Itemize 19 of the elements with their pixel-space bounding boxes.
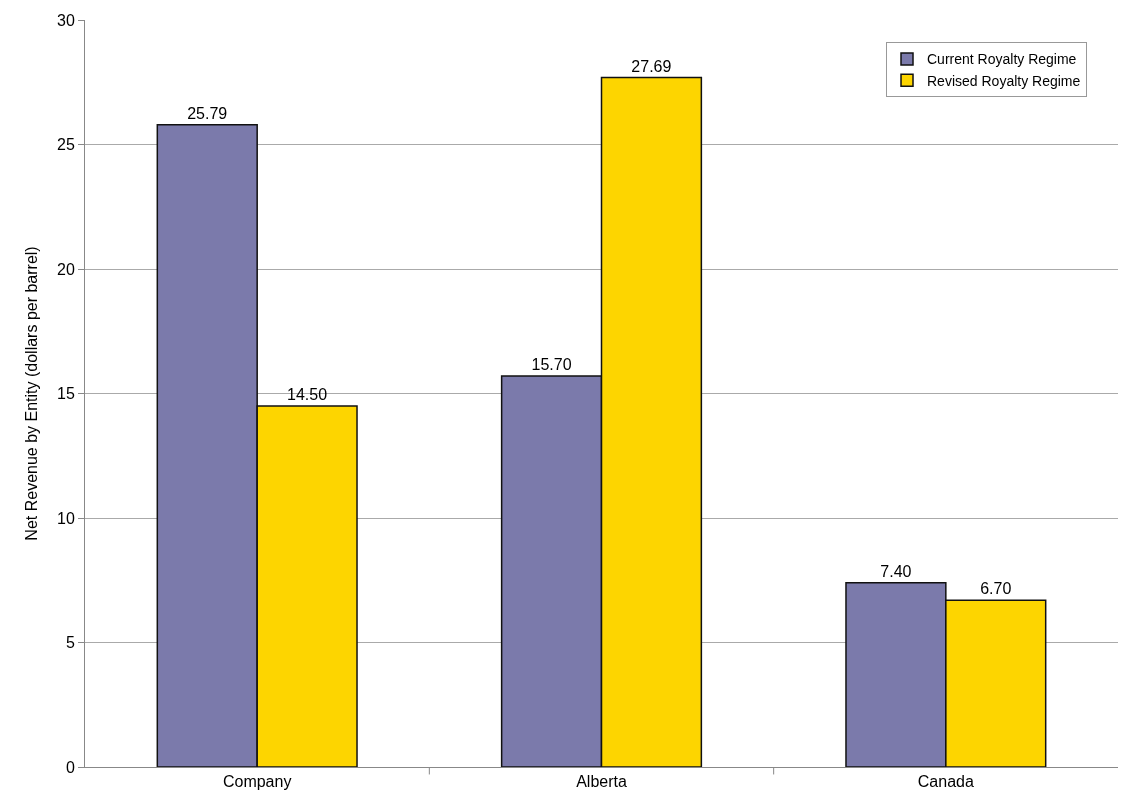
y-tick-label: 20 <box>57 260 75 278</box>
y-tick-label: 25 <box>57 136 75 154</box>
data-label: 27.69 <box>631 57 672 75</box>
legend-label: Revised Royalty Regime <box>927 72 1081 89</box>
legend-label: Current Royalty Regime <box>927 51 1077 68</box>
data-label: 15.70 <box>531 356 572 374</box>
data-label: 14.50 <box>287 385 328 403</box>
y-tick-label: 15 <box>57 385 75 403</box>
y-tick-label: 30 <box>57 11 75 29</box>
y-tick-label: 10 <box>57 509 75 527</box>
x-tick-label: Canada <box>917 773 974 791</box>
y-axis-title: Net Revenue by Entity (dollars per barrel) <box>22 246 40 541</box>
data-label: 7.40 <box>880 562 912 580</box>
x-tick-label: Alberta <box>576 773 627 791</box>
data-label: 6.70 <box>980 580 1012 598</box>
y-tick-label: 0 <box>65 758 75 776</box>
y-tick-label: 5 <box>65 634 75 652</box>
data-label: 25.79 <box>187 104 228 122</box>
x-tick-label: Company <box>222 773 292 791</box>
